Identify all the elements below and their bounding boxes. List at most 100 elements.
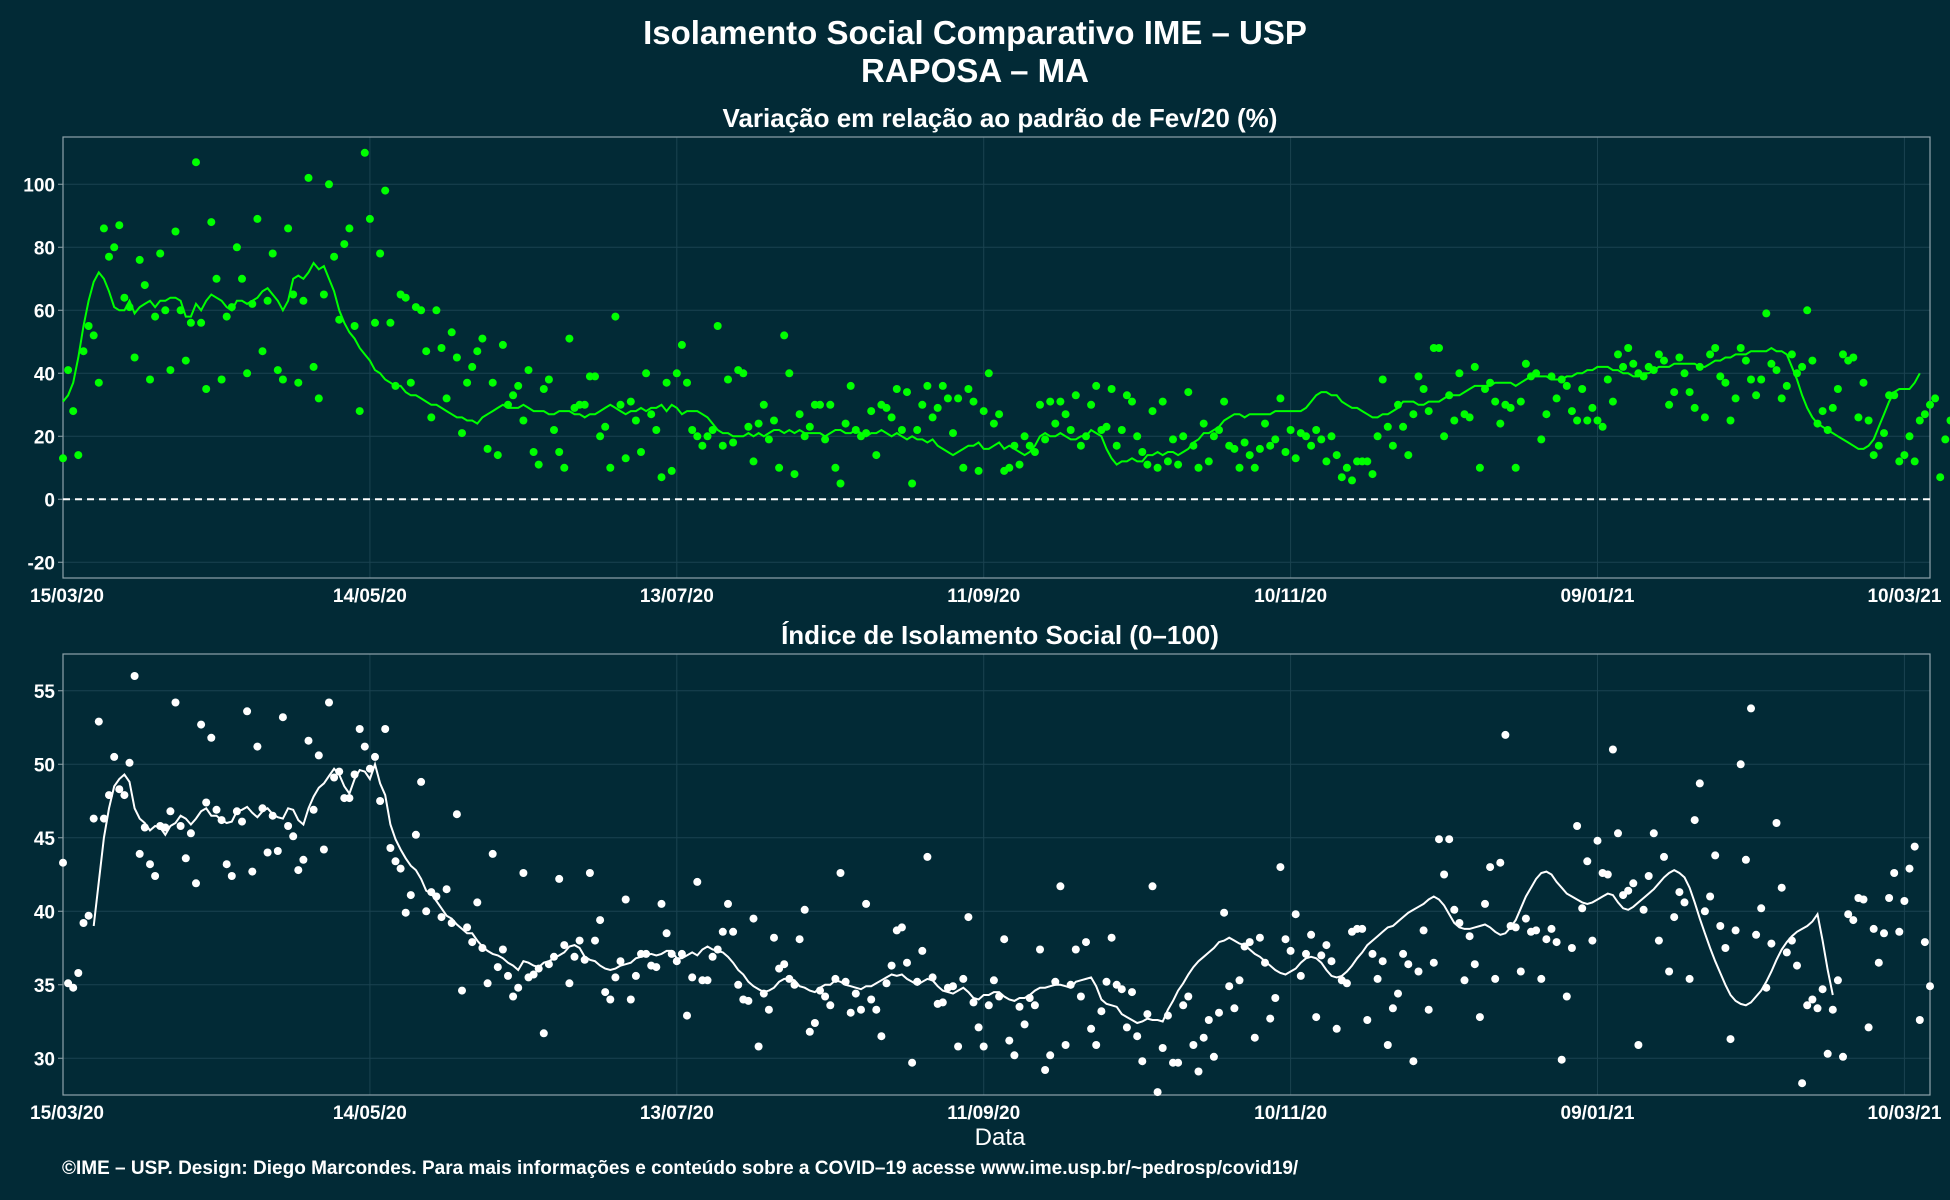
p1-data-point bbox=[1823, 426, 1832, 434]
p2-data-point bbox=[1874, 958, 1883, 967]
p1-data-point bbox=[1030, 448, 1039, 456]
p1-data-point bbox=[1261, 419, 1269, 428]
p1-data-point bbox=[667, 466, 676, 475]
p1-data-point bbox=[1475, 463, 1484, 472]
p1-data-point bbox=[729, 438, 738, 447]
p2-data-point bbox=[718, 927, 727, 936]
p2-data-point bbox=[309, 805, 318, 814]
p2-data-point bbox=[657, 899, 666, 908]
p2-data-point bbox=[151, 872, 160, 880]
p1-data-point bbox=[304, 173, 313, 182]
p2-data-point bbox=[693, 877, 702, 886]
p2-moving-average-line bbox=[92, 760, 1834, 1025]
p1-data-point bbox=[1839, 350, 1847, 359]
p2-data-point bbox=[299, 855, 308, 864]
p1-data-point bbox=[1404, 451, 1413, 460]
p2-data-point bbox=[181, 854, 190, 863]
p1-data-point bbox=[1813, 419, 1822, 428]
p2-data-point bbox=[171, 698, 180, 707]
p1-data-point bbox=[1163, 457, 1172, 466]
p2-data-point bbox=[212, 805, 221, 814]
p1-data-point bbox=[345, 224, 354, 233]
p2-data-point bbox=[1767, 939, 1776, 948]
p1-data-point bbox=[1670, 388, 1679, 397]
p1-data-point bbox=[1573, 416, 1582, 425]
p2-data-point bbox=[273, 847, 282, 855]
p2-data-point bbox=[821, 992, 830, 1001]
p2-data-point bbox=[1383, 1041, 1392, 1049]
p2-data-point bbox=[642, 949, 651, 958]
p2-data-point bbox=[805, 1027, 814, 1036]
p1-x-tick-label: 10/03/21 bbox=[1867, 586, 1941, 607]
p2-data-point bbox=[1481, 899, 1489, 908]
p1-x-tick-label: 15/03/20 bbox=[30, 586, 104, 607]
p1-data-point bbox=[1614, 350, 1622, 359]
p2-data-point bbox=[386, 844, 395, 852]
p1-data-point bbox=[330, 252, 339, 261]
p1-data-point bbox=[688, 426, 697, 434]
p1-data-point bbox=[1307, 441, 1316, 450]
p2-data-point bbox=[1588, 936, 1597, 945]
p1-data-point bbox=[273, 366, 282, 375]
p2-data-point bbox=[1455, 919, 1464, 927]
p2-data-point bbox=[1117, 985, 1126, 994]
p2-data-point bbox=[1010, 1051, 1019, 1060]
chart-title: Isolamento Social Comparativo IME – USP bbox=[643, 14, 1307, 51]
p1-data-point bbox=[816, 400, 824, 409]
p1-data-point bbox=[514, 381, 523, 390]
p1-data-point bbox=[74, 451, 83, 460]
p1-data-point bbox=[1808, 356, 1817, 365]
p2-data-point bbox=[570, 952, 579, 961]
p1-data-point bbox=[1133, 432, 1142, 441]
p1-data-point bbox=[314, 394, 323, 403]
p1-data-point bbox=[1036, 400, 1044, 409]
p2-data-point bbox=[1158, 1044, 1167, 1052]
p1-data-point bbox=[621, 454, 630, 463]
p2-data-point bbox=[1711, 851, 1720, 860]
p2-data-point bbox=[596, 916, 605, 925]
p2-data-point bbox=[1046, 1051, 1055, 1060]
p2-data-point bbox=[1578, 904, 1587, 913]
p1-data-point bbox=[1920, 410, 1929, 419]
p2-data-point bbox=[1798, 1079, 1807, 1088]
p2-data-point bbox=[314, 751, 323, 760]
p1-x-tick-label: 10/11/20 bbox=[1254, 586, 1327, 607]
p1-data-point bbox=[115, 221, 124, 230]
p2-data-point bbox=[631, 971, 640, 980]
p1-data-point bbox=[1726, 416, 1735, 425]
p1-data-point bbox=[519, 416, 528, 425]
p1-data-point bbox=[1470, 362, 1479, 371]
p1-data-point bbox=[1199, 419, 1208, 428]
p2-data-point bbox=[391, 857, 400, 866]
p1-data-point bbox=[1419, 385, 1428, 393]
footer-credit: ©IME – USP. Design: Diego Marcondes. Par… bbox=[62, 1158, 1299, 1179]
p1-data-point bbox=[1015, 460, 1024, 469]
p2-y-tick-label: 30 bbox=[34, 1049, 55, 1070]
p1-data-point bbox=[161, 306, 170, 315]
p2-data-point bbox=[857, 1005, 865, 1014]
p2-data-point bbox=[1849, 916, 1858, 925]
p2-data-point bbox=[401, 908, 410, 917]
p2-data-point bbox=[1885, 894, 1894, 902]
p2-data-point bbox=[974, 1023, 983, 1032]
p1-data-point bbox=[207, 218, 216, 227]
p2-data-point bbox=[959, 974, 968, 983]
p2-data-point bbox=[887, 961, 896, 970]
p1-x-tick-label: 14/05/20 bbox=[333, 586, 407, 607]
p2-data-point bbox=[626, 995, 635, 1004]
p2-data-point bbox=[1107, 933, 1116, 942]
p2-data-point bbox=[841, 977, 850, 986]
p2-data-point bbox=[1593, 836, 1602, 845]
p1-data-point bbox=[1665, 400, 1674, 409]
p1-data-point bbox=[417, 306, 426, 315]
p1-data-point bbox=[1537, 435, 1546, 444]
p1-data-point bbox=[1603, 375, 1612, 384]
p1-data-point bbox=[1061, 410, 1070, 419]
p2-data-point bbox=[432, 892, 441, 901]
p1-data-point bbox=[882, 403, 891, 412]
p2-data-point bbox=[125, 758, 134, 767]
p2-data-point bbox=[969, 998, 978, 1007]
p2-data-point bbox=[1317, 951, 1326, 960]
p2-data-point bbox=[795, 935, 804, 944]
p2-data-point bbox=[59, 858, 67, 867]
